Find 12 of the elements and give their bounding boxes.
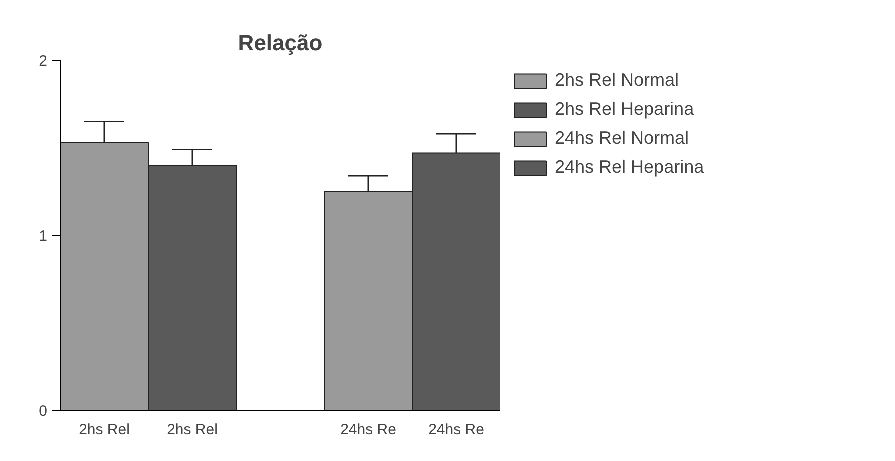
legend-label: 2hs Rel Heparina (555, 99, 694, 120)
legend-label: 24hs Rel Normal (555, 128, 690, 149)
y-tick-label: 2 (39, 53, 48, 70)
x-tick-label: 2hs Rel (167, 422, 218, 438)
x-tick-label: 24hs Re (340, 422, 396, 438)
legend-label: 2hs Rel Normal (555, 70, 680, 91)
x-tick-label: 2hs Rel (79, 422, 130, 438)
legend-label: 24hs Rel Heparina (555, 157, 704, 178)
chart-title: Relação (238, 30, 323, 56)
x-tick-label: 24hs Re (428, 422, 484, 438)
y-tick-label: 1 (39, 228, 48, 245)
y-tick-label: 0 (39, 403, 48, 420)
